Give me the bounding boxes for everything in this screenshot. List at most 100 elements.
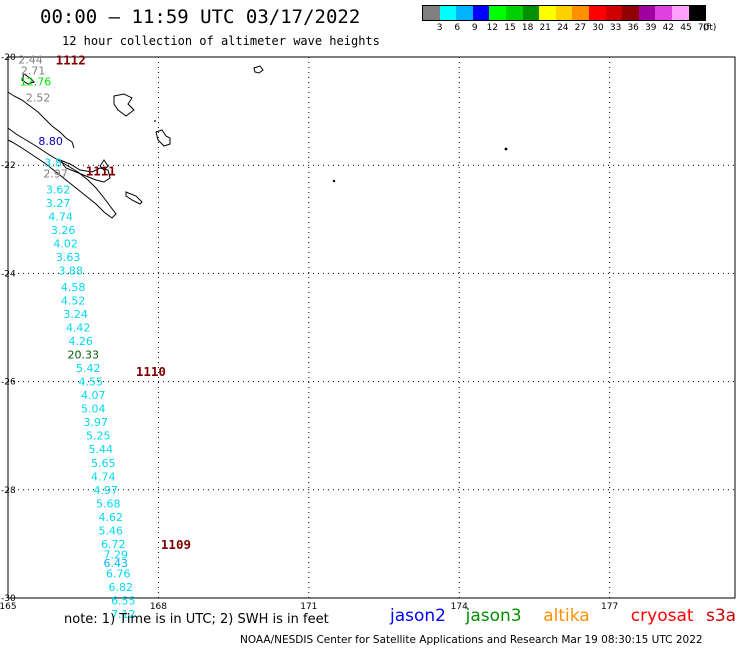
wave-height-reading: 6.55 [111,595,136,608]
wave-height-reading: 4.97 [94,484,119,497]
scale-swatch [472,6,490,20]
scale-swatch [671,6,689,20]
wave-height-reading: 7.12 [111,608,136,621]
scale-swatch [588,6,606,20]
wave-height-reading: 2.97 [43,167,68,180]
wave-height-reading: 5.42 [76,362,101,375]
scale-label: 21 [539,23,551,33]
scale-label: 70 [697,23,710,33]
wave-height-reading: 3.27 [46,197,71,210]
scale-label: 3 [436,23,443,33]
map-subtitle: 12 hour collection of altimeter wave hei… [62,34,380,48]
scale-label: 24 [557,23,569,33]
islet [332,179,336,183]
wave-height-reading: 4.52 [61,294,86,307]
wave-height-reading: 5.68 [96,497,121,510]
wave-height-reading: 2.52 [26,92,51,105]
scale-swatch [539,6,556,20]
longitude-label: 171 [300,602,317,612]
islet [504,147,508,151]
scale-label: 45 [680,23,692,33]
wave-height-reading: 8.80 [38,135,63,148]
wave-height-reading: 5.04 [81,403,106,416]
scale-label: 15 [504,23,516,33]
wave-height-reading: 4.74 [91,470,116,483]
pass-label: 1110 [136,364,166,379]
coastline [155,129,171,147]
latitude-label: -30 [1,594,16,604]
satellite-s3a: s3a [706,606,737,626]
longitude-label: 174 [451,602,468,612]
latitude-label: -28 [1,486,16,496]
satellite-jason3: jason3 [465,606,522,626]
latitude-label: -24 [1,269,16,279]
wave-height-color-scale: 3 6 9 12 15 18 21 24 27 30 33 36 39 42 45 70 (ft) [422,5,717,33]
latitude-label: -26 [1,378,16,388]
scale-swatch [622,6,639,20]
scale-swatch [688,6,706,20]
wave-height-reading: 5.44 [89,443,114,456]
scale-label: 39 [645,23,657,33]
scale-swatch [505,6,523,20]
wave-height-reading: 3.26 [51,224,76,237]
coastline [125,191,143,205]
scale-swatch [423,6,440,20]
scale-swatch [489,6,506,20]
scale-label: 12 [486,23,499,33]
longitude-label: 165 [0,602,17,612]
scale-label: 42 [662,23,675,33]
scale-swatch [456,6,473,20]
wave-height-reading: 4.02 [53,238,78,251]
scale-swatch [572,6,589,20]
coastline [253,65,264,74]
color-scale-swatches [422,5,707,21]
longitude-label: 168 [150,602,167,612]
wave-height-reading: 4.62 [99,511,124,524]
wave-height-reading: 5.65 [91,457,116,470]
longitude-label: 177 [601,602,618,612]
units-note: note: 1) Time is in UTC; 2) SWH is in fe… [64,612,329,627]
pass-label: 1112 [56,53,86,68]
wave-height-reading: 4.26 [68,335,93,348]
pass-label: 1111 [86,164,116,179]
scale-label: 33 [609,23,622,33]
scale-swatch [655,6,672,20]
wave-height-reading: 3.24 [63,308,88,321]
scale-swatch [555,6,573,20]
coastline [99,159,109,171]
scale-label: 27 [574,23,587,33]
scale-swatch [605,6,623,20]
wave-height-reading: 4.58 [61,281,86,294]
scale-unit: (ft) [702,23,717,33]
wave-height-reading: 4.42 [66,322,91,335]
color-scale-labels: 3 6 9 12 15 18 21 24 27 30 33 36 39 42 45 70 (ft) [422,21,717,33]
scale-label: 36 [627,23,639,33]
wave-height-reading: 3.63 [56,251,81,264]
credit-line: NOAA/NESDIS Center for Satellite Applica… [240,634,703,646]
wave-height-reading: 2.44 [18,54,43,67]
satellite-cryosat: cryosat [630,606,694,626]
wave-height-reading: 5.46 [99,524,124,537]
wave-height-reading: 2.71 [21,65,46,78]
pass-label: 1109 [161,537,191,552]
latitude-label: -22 [1,161,16,171]
wave-height-reading: 20.33 [67,349,99,362]
satellite-jason2: jason2 [390,606,446,626]
wave-height-reading: 6.76 [106,568,131,581]
latitude-label: -20 [1,53,16,63]
wave-height-reading: 3.62 [46,184,71,197]
coastline [113,93,135,117]
wave-height-reading: 12.76 [20,75,52,88]
wave-height-reading: 6.82 [109,581,134,594]
coastline [7,91,75,149]
coastline [7,127,117,219]
satellite-altika: altika [543,606,590,626]
islet [154,120,156,122]
map-frame [7,56,736,599]
wave-height-reading: 6.72 [101,538,126,551]
coastline [58,158,111,183]
scale-swatch [439,6,457,20]
scale-swatch [522,6,540,20]
wave-height-reading: 4.07 [81,389,106,402]
